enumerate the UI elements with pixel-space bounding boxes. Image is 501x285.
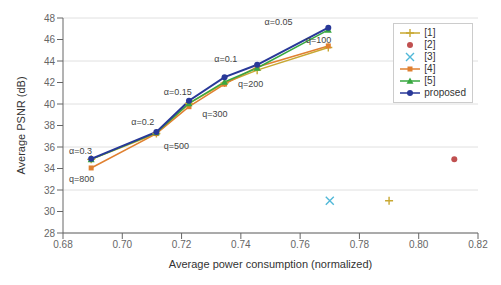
svg-text:0.80: 0.80 xyxy=(409,239,429,250)
html-text:proposed: proposed xyxy=(424,87,466,98)
svg-text:34: 34 xyxy=(44,163,56,174)
svg-text:α=0.3: α=0.3 xyxy=(69,146,92,156)
svg-text:0.74: 0.74 xyxy=(231,239,251,250)
svg-text:α=0.15: α=0.15 xyxy=(164,87,192,97)
svg-text:q=300: q=300 xyxy=(202,109,227,119)
svg-text:32: 32 xyxy=(44,185,56,196)
svg-text:q=800: q=800 xyxy=(69,174,94,184)
svg-text:38: 38 xyxy=(44,120,56,131)
svg-text:40: 40 xyxy=(44,99,56,110)
svg-text:0.82: 0.82 xyxy=(468,239,488,250)
html-text:[5]: [5] xyxy=(424,75,436,86)
svg-text:q=500: q=500 xyxy=(164,141,189,151)
svg-text:36: 36 xyxy=(44,142,56,153)
svg-text:Average PSNR (dB): Average PSNR (dB) xyxy=(15,76,27,174)
svg-text:q=200: q=200 xyxy=(238,79,263,89)
html-text:[1]: [1] xyxy=(424,27,436,38)
html-text:[3]: [3] xyxy=(424,51,436,62)
svg-text:0.68: 0.68 xyxy=(53,239,73,250)
svg-text:α=0.1: α=0.1 xyxy=(214,54,237,64)
svg-text:q=100: q=100 xyxy=(306,35,331,45)
svg-text:0.72: 0.72 xyxy=(172,239,192,250)
html-text:[2]: [2] xyxy=(424,39,436,50)
svg-text:0.76: 0.76 xyxy=(290,239,310,250)
svg-text:44: 44 xyxy=(44,56,56,67)
svg-text:48: 48 xyxy=(44,13,56,24)
svg-text:46: 46 xyxy=(44,34,56,45)
svg-text:Average power consumption (nor: Average power consumption (normalized) xyxy=(169,258,372,270)
html-text:[4]: [4] xyxy=(424,63,436,74)
svg-text:α=0.05: α=0.05 xyxy=(265,18,293,27)
svg-text:α=0.2: α=0.2 xyxy=(131,117,154,127)
svg-text:30: 30 xyxy=(44,206,56,217)
svg-text:0.78: 0.78 xyxy=(350,239,370,250)
svg-text:28: 28 xyxy=(44,228,56,239)
svg-text:42: 42 xyxy=(44,77,56,88)
svg-text:0.70: 0.70 xyxy=(113,239,133,250)
